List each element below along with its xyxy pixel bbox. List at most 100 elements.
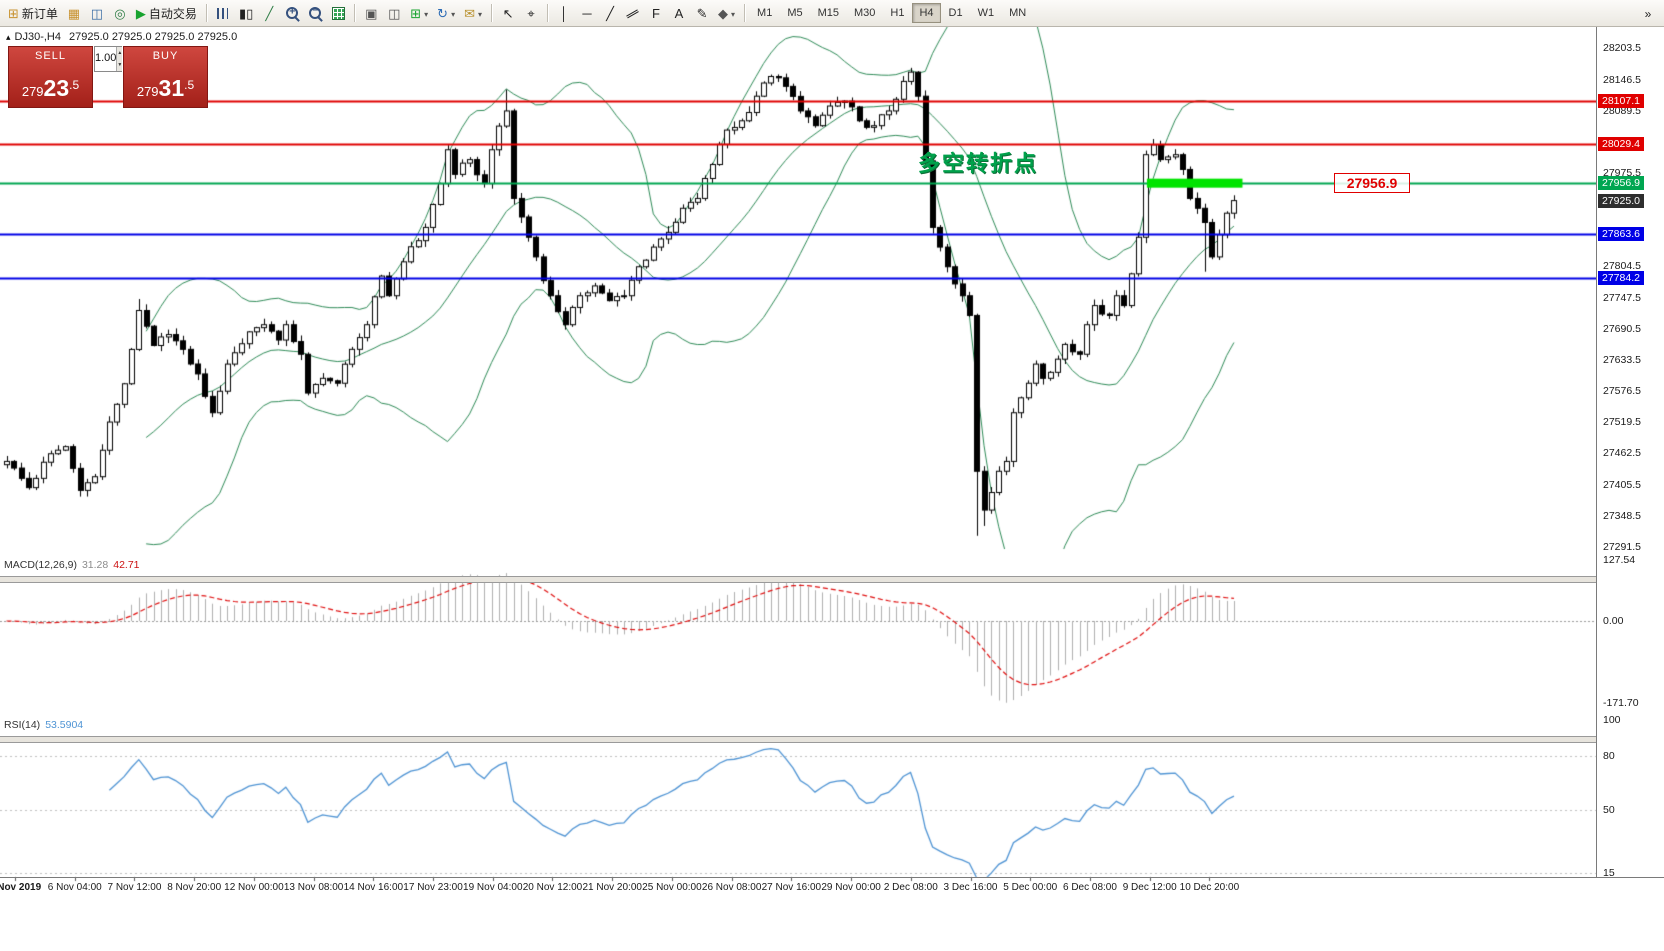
draw-channel-icon: ∥	[624, 6, 642, 20]
draw-shapes-button[interactable]: ◆	[714, 2, 739, 24]
volume-down-button[interactable]	[117, 59, 123, 71]
draw-label-button[interactable]: ✎	[691, 2, 713, 24]
price-axis-label: 27576.5	[1603, 385, 1641, 398]
rsi-indicator-label: RSI(14) 53.5904	[4, 719, 83, 731]
timeframe-h1-button[interactable]: H1	[883, 3, 911, 23]
dropdown-arrow-icon	[731, 6, 735, 20]
timeframe-mn-button[interactable]: MN	[1002, 3, 1033, 23]
crosshair-button[interactable]: ⌖	[520, 2, 542, 24]
price-level-chip: 27784.2	[1598, 270, 1644, 285]
volume-up-button[interactable]	[117, 47, 123, 59]
time-axis-label: 2 Dec 08:00	[883, 882, 938, 893]
mailbox-button[interactable]: ✉	[460, 2, 486, 24]
timeframe-w1-button[interactable]: W1	[971, 3, 1002, 23]
chart-line-icon: ╱	[265, 5, 274, 21]
cascade-windows-button[interactable]: ▣	[360, 2, 382, 24]
zoom-in-button[interactable]	[281, 2, 303, 24]
new-chart-icon: ⊞	[410, 5, 422, 21]
time-axis-label: 8 Nov 20:00	[167, 882, 222, 893]
one-click-collapse-icon[interactable]: ▴	[6, 32, 11, 42]
price-axis[interactable]: 28203.528146.528089.528032.527975.527918…	[1596, 27, 1664, 879]
chart-bars-button[interactable]	[212, 2, 234, 24]
time-axis-label: 9 Dec 12:00	[1122, 882, 1177, 893]
panel-separator-macd[interactable]	[0, 576, 1664, 583]
macd-main-value: 31.28	[81, 559, 109, 571]
new-order-button[interactable]: ⊞ 新订单	[4, 2, 62, 24]
volume-input[interactable]: 1.00	[95, 52, 117, 64]
time-axis-label: 21 Nov 20:00	[582, 882, 642, 893]
charts-button[interactable]: ▦	[63, 2, 85, 24]
draw-trendline-button[interactable]: ╱	[599, 2, 621, 24]
timeframe-d1-button[interactable]: D1	[942, 3, 970, 23]
draw-text-button[interactable]: A	[668, 2, 690, 24]
macd-axis-label: 127.54	[1603, 554, 1636, 567]
autotrading-label: 自动交易	[148, 6, 197, 21]
time-axis-label: 12 Nov 00:00	[224, 882, 284, 893]
price-axis-label: 27747.5	[1603, 291, 1641, 304]
market-watch-button[interactable]: ◫	[86, 2, 108, 24]
cascade-windows-icon: ▣	[365, 5, 378, 21]
sell-price: 27923.5	[21, 75, 80, 101]
draw-channel-button[interactable]: ∥	[622, 2, 644, 24]
chart-refresh-button[interactable]: ↻	[433, 2, 459, 24]
navigator-button[interactable]: ◎	[109, 2, 131, 24]
macd-axis-label: -171.70	[1603, 696, 1639, 709]
time-axis-line	[0, 877, 1664, 878]
sell-button[interactable]: SELL 27923.5	[8, 46, 93, 108]
cursor-button[interactable]: ↖	[497, 2, 519, 24]
timeframe-h4-button[interactable]: H4	[912, 3, 941, 23]
time-axis[interactable]: 5 Nov 2019 6 Nov 04:00 7 Nov 12:00 8 Nov 20…	[0, 880, 1596, 898]
toolbar-separator	[547, 4, 549, 22]
time-axis-label: 25 Nov 00:00	[642, 882, 702, 893]
timeframe-m15-button[interactable]: M15	[811, 3, 846, 23]
new-chart-button[interactable]: ⊞	[406, 2, 432, 24]
price-level-tag[interactable]: 27956.9	[1334, 173, 1410, 194]
zoom-out-button[interactable]	[304, 2, 326, 24]
price-level-chip: 27863.6	[1598, 227, 1644, 242]
price-chart-canvas[interactable]	[0, 27, 1596, 951]
timeframe-m30-button[interactable]: M30	[847, 3, 882, 23]
timeframe-m5-button[interactable]: M5	[780, 3, 809, 23]
time-axis-label: 14 Nov 16:00	[343, 882, 404, 893]
draw-vertical-line-icon: │	[559, 5, 569, 21]
price-axis-label: 27690.5	[1603, 322, 1641, 335]
chart-annotation-text[interactable]: 多空转折点	[918, 151, 1039, 176]
new-order-label: 新订单	[21, 6, 58, 21]
autotrading-button[interactable]: ▶ 自动交易	[132, 2, 201, 24]
draw-fibonacci-icon: F	[652, 5, 660, 21]
cursor-icon: ↖	[502, 5, 514, 21]
time-axis-label: 6 Dec 08:00	[1062, 882, 1117, 893]
dropdown-arrow-icon	[478, 6, 482, 20]
time-axis-label: 17 Nov 23:00	[403, 882, 463, 893]
rsi-axis-label: 80	[1603, 750, 1615, 762]
arrange-windows-button[interactable]: ◫	[383, 2, 405, 24]
toolbar-separator	[491, 4, 493, 22]
sell-button-label: SELL	[35, 50, 66, 62]
zoom-out-icon	[309, 6, 322, 19]
time-axis-label: 29 Nov 00:00	[821, 882, 881, 893]
rsi-value: 53.5904	[45, 719, 84, 731]
current-price-chip: 27925.0	[1598, 193, 1644, 208]
time-axis-label: 19 Nov 04:00	[463, 882, 523, 893]
price-axis-label: 27348.5	[1603, 509, 1641, 522]
panel-separator-rsi[interactable]	[0, 736, 1664, 743]
dropdown-arrow-icon	[451, 6, 455, 20]
chart-bars-icon	[217, 7, 229, 19]
mailbox-icon: ✉	[464, 5, 475, 21]
rsi-axis-label: 15	[1603, 867, 1615, 879]
macd-axis-label: 0.00	[1603, 615, 1624, 627]
macd-name: MACD(12,26,9)	[4, 559, 77, 571]
price-axis-label: 27804.5	[1603, 260, 1641, 273]
draw-horizontal-line-button[interactable]: ─	[576, 2, 598, 24]
price-axis-label: 28146.5	[1603, 73, 1641, 86]
draw-horizontal-line-icon: ─	[582, 5, 592, 21]
toolbar-overflow-button[interactable]: »	[1637, 3, 1659, 25]
chart-candles-button[interactable]: ▮▯	[235, 2, 257, 24]
timeframe-m1-button[interactable]: M1	[750, 3, 779, 23]
draw-vertical-line-button[interactable]: │	[553, 2, 575, 24]
buy-button-label: BUY	[152, 50, 179, 62]
chart-line-button[interactable]: ╱	[258, 2, 280, 24]
draw-fibonacci-button[interactable]: F	[645, 2, 667, 24]
tile-windows-button[interactable]	[327, 2, 349, 24]
buy-button[interactable]: BUY 27931.5	[123, 46, 208, 108]
